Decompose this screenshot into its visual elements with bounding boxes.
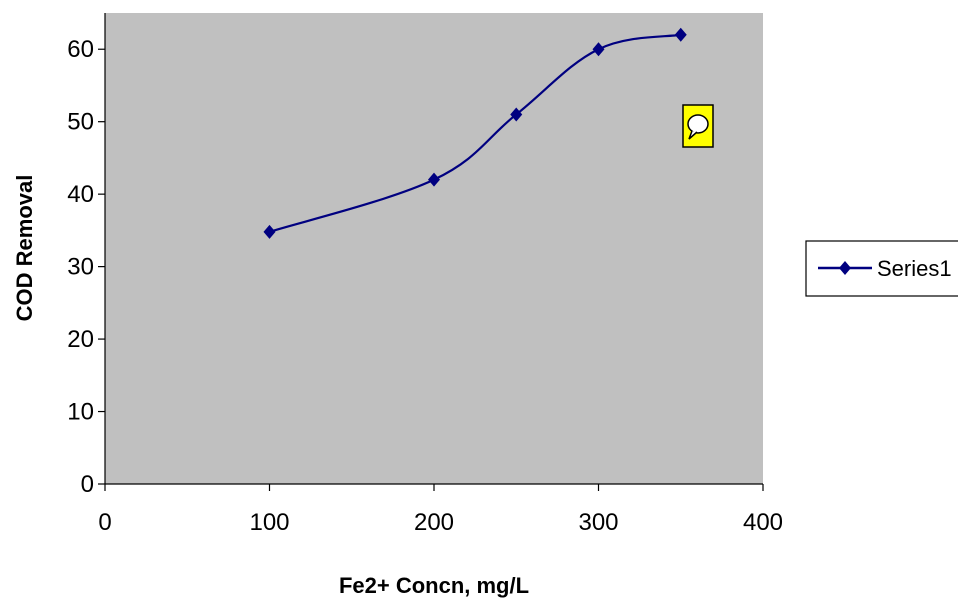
data-point-marker: [428, 172, 440, 187]
x-tick-label: 100: [249, 509, 289, 536]
legend-label: Series1: [877, 256, 952, 281]
y-tick-label: 10: [67, 399, 94, 426]
x-tick-label: 200: [414, 509, 454, 536]
x-axis-title: Fe2+ Concn, mg/L: [339, 573, 529, 598]
y-axis-title: COD Removal: [12, 175, 37, 322]
x-tick-label: 300: [578, 509, 618, 536]
comment-icon[interactable]: [682, 104, 714, 148]
y-tick-label: 30: [67, 254, 94, 281]
y-tick-label: 20: [67, 326, 94, 353]
y-axis-ticks: 0 10 20 30 40 50 60: [67, 36, 105, 498]
y-tick-label: 0: [81, 471, 94, 498]
plot-area: [105, 13, 763, 484]
x-axis-ticks: 0 100 200 300 400: [98, 484, 783, 536]
data-point-marker: [674, 27, 687, 42]
x-tick-label: 400: [743, 509, 783, 536]
series-layer: [263, 27, 687, 239]
y-tick-label: 50: [67, 109, 94, 136]
series-line: [269, 33, 681, 233]
data-point-marker: [263, 224, 276, 239]
legend-swatch-marker: [839, 261, 851, 275]
data-point-marker: [592, 42, 605, 57]
y-tick-label: 40: [67, 181, 94, 208]
y-tick-label: 60: [67, 36, 94, 63]
data-point-marker: [510, 107, 523, 122]
legend: Series1: [805, 240, 958, 297]
x-tick-label: 0: [98, 509, 111, 536]
